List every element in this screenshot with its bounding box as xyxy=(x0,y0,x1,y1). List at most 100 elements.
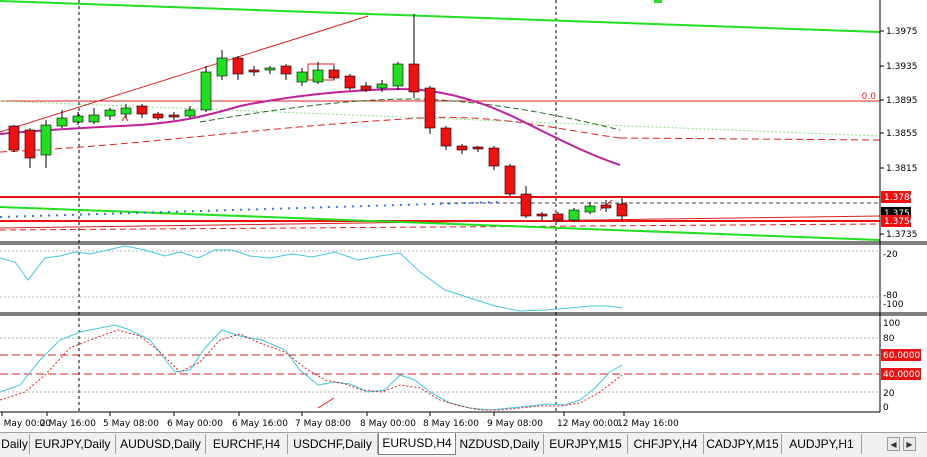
time-label: 8 May 16:00 xyxy=(423,419,479,429)
chart-tab[interactable]: AUDJPY,H1 xyxy=(782,434,862,454)
candlestick-series xyxy=(8,14,628,222)
candle-body xyxy=(136,105,148,115)
ind2-label: 80 xyxy=(883,334,895,344)
candle-body xyxy=(120,107,132,115)
wpr-line xyxy=(0,245,623,312)
red-lower-trend xyxy=(0,215,881,229)
candle-body xyxy=(456,145,468,151)
time-label: 9 May 08:00 xyxy=(487,419,543,429)
stoch-main-line xyxy=(0,324,623,411)
ind2-label: 0 xyxy=(883,403,889,413)
candle-body xyxy=(376,83,388,89)
ind1-label: -20 xyxy=(883,250,898,260)
chart-tab[interactable]: Daily xyxy=(0,434,30,454)
blue-dotted-line xyxy=(0,201,501,218)
time-label: 5 May 08:00 xyxy=(103,419,159,429)
time-label: 6 May 00:00 xyxy=(167,419,223,429)
price-tag: 1.3750 xyxy=(884,217,916,227)
ind1-label: -80 xyxy=(883,291,898,301)
candle-body xyxy=(152,113,164,119)
price-label: 1.3855 xyxy=(886,129,918,139)
candle-body xyxy=(392,63,404,87)
candle-body xyxy=(520,193,532,217)
ind2-tag-bg xyxy=(881,349,921,361)
chart-tab[interactable]: EURCHF,H4 xyxy=(206,434,288,454)
price-label: 1.3815 xyxy=(886,164,918,174)
candle-body xyxy=(264,67,276,71)
time-label: 2 May 16:00 xyxy=(40,419,96,429)
candle-body xyxy=(536,213,548,217)
chart-background xyxy=(0,0,927,432)
candle-body xyxy=(216,57,228,77)
price-label: 1.3935 xyxy=(886,62,918,72)
candle-body xyxy=(424,87,436,129)
dark-green-envelope-curve xyxy=(199,98,621,131)
candle-body xyxy=(168,114,180,118)
candle-body xyxy=(360,85,372,91)
chart-tab[interactable]: EURJPY,Daily xyxy=(30,434,116,454)
indicator-panel-2[interactable]: 100 80 20 0 60.0000 40.0000 xyxy=(0,319,921,413)
tab-scroll-right-icon[interactable]: ▶ xyxy=(903,437,916,451)
candle-body xyxy=(8,125,20,151)
candle-body xyxy=(88,114,100,123)
stoch-drawn-line xyxy=(317,397,335,409)
chart-tab[interactable]: USDCHF,Daily xyxy=(288,434,378,454)
chart-tab[interactable]: EURJPY,M15 xyxy=(544,434,628,454)
candle-body xyxy=(328,69,340,79)
candle-body xyxy=(200,71,212,111)
candle-body xyxy=(40,124,52,156)
price-tag: 1.3780 xyxy=(884,193,916,203)
candle-body xyxy=(56,117,68,127)
chart-tab-bar: Daily EURJPY,Daily AUDUSD,Daily EURCHF,H4 US… xyxy=(0,432,927,457)
chart-tab[interactable]: CADJPY,M15 xyxy=(704,434,782,454)
green-lower-trendline[interactable] xyxy=(0,206,881,241)
up-arrow-marker xyxy=(121,115,129,122)
price-axis[interactable]: 1.3975 1.3935 1.3895 1.3855 1.3815 1.3735 0.0 1… xyxy=(862,27,918,240)
ind2-tag: 60.0000 xyxy=(883,351,920,361)
ind1-axis: -20 -80-100 xyxy=(883,250,904,310)
chart-tab[interactable]: AUDUSD,Daily xyxy=(116,434,206,454)
top-marker xyxy=(654,0,662,3)
candle-body xyxy=(408,63,420,93)
candle-body xyxy=(232,57,244,75)
candle-body xyxy=(184,109,196,117)
moving-average-line xyxy=(0,87,621,166)
tab-scroll-left-icon[interactable]: ◀ xyxy=(887,437,900,451)
candle-body xyxy=(296,71,308,83)
chart-tab[interactable]: EURUSD,H4 xyxy=(378,433,456,455)
red-dashed-lower xyxy=(0,223,881,231)
price-tag: 1.3753 xyxy=(884,209,916,219)
price-label: 1.3735 xyxy=(886,230,918,240)
candle-body xyxy=(280,65,292,75)
stoch-signal-line xyxy=(0,329,623,411)
ind2-tag-bg xyxy=(881,368,921,380)
price-label: 1.3975 xyxy=(886,27,918,37)
candle-body xyxy=(312,69,324,83)
green-upper-trendline[interactable] xyxy=(0,0,881,33)
candle-body xyxy=(584,205,596,213)
ind1-label: -100 xyxy=(883,300,904,310)
candle-body xyxy=(248,69,260,73)
candle-body xyxy=(472,146,484,150)
time-label: 1 May 00:00 xyxy=(0,419,51,429)
green-dotted-line xyxy=(0,100,881,137)
candle-body xyxy=(104,109,116,117)
candle-body xyxy=(488,147,500,167)
fibo-label: 0.0 xyxy=(862,92,877,102)
price-label: 1.3895 xyxy=(886,96,918,106)
candle-body xyxy=(24,129,36,159)
price-tag-bg xyxy=(881,215,911,227)
price-tag-bg xyxy=(881,191,911,203)
red-rising-trendline[interactable] xyxy=(0,15,369,133)
chart-tab[interactable]: NZDUSD,Daily xyxy=(456,434,544,454)
red-envelope-curve xyxy=(0,116,621,153)
chart-window[interactable]: 1.3975 1.3935 1.3895 1.3855 1.3815 1.3735 0.0 1… xyxy=(0,0,927,432)
time-axis: 1 May 00:002 May 16:00 5 May 08:00 6 May 0… xyxy=(0,412,679,429)
time-label: 6 May 16:00 xyxy=(232,419,288,429)
ind2-tag: 40.0000 xyxy=(883,370,920,380)
chart-tab[interactable]: CHFJPY,H4 xyxy=(628,434,704,454)
indicator-panel-1[interactable]: -20 -80-100 xyxy=(0,245,904,312)
main-price-panel[interactable] xyxy=(0,0,881,412)
candle-body xyxy=(552,213,564,221)
